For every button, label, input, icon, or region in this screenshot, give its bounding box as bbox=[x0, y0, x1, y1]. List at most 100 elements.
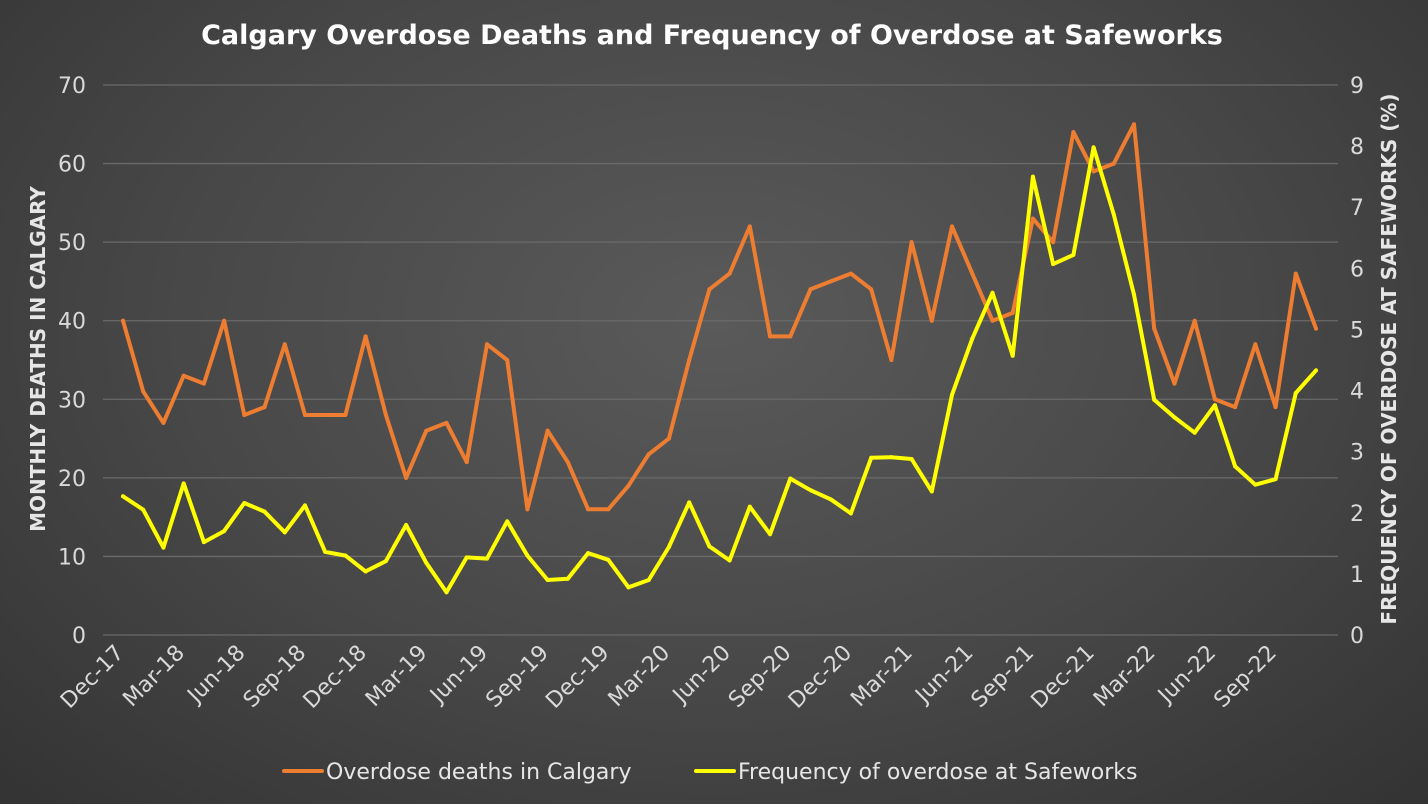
data-point bbox=[970, 336, 975, 341]
x-tick-label: Dec-19 bbox=[541, 641, 614, 714]
data-point bbox=[181, 373, 186, 378]
data-point bbox=[424, 428, 429, 433]
x-tick-label: Jun-18 bbox=[182, 641, 251, 710]
data-point bbox=[1051, 262, 1056, 267]
data-point bbox=[1132, 122, 1137, 127]
data-point bbox=[161, 420, 166, 425]
data-point bbox=[929, 489, 934, 494]
data-point bbox=[747, 224, 752, 229]
right-axis-title: FREQUENCY OF OVERDOSE AT SAFEWORKS (%) bbox=[1377, 93, 1401, 624]
data-point bbox=[727, 271, 732, 276]
data-point bbox=[687, 500, 692, 505]
data-point bbox=[1091, 145, 1096, 150]
right-tick-label: 8 bbox=[1350, 135, 1364, 160]
data-point bbox=[990, 318, 995, 323]
right-tick-label: 4 bbox=[1350, 380, 1364, 405]
legend-label-overdose-deaths: Overdose deaths in Calgary bbox=[326, 760, 631, 785]
data-point bbox=[1111, 212, 1116, 217]
data-point bbox=[646, 452, 651, 457]
gridlines bbox=[103, 84, 1338, 636]
legend-label-safeworks-frequency: Frequency of overdose at Safeworks bbox=[738, 760, 1137, 785]
data-point bbox=[161, 545, 166, 550]
x-tick-label: Sep-19 bbox=[481, 641, 553, 713]
data-point bbox=[768, 532, 773, 537]
data-point bbox=[1253, 342, 1258, 347]
data-point bbox=[828, 497, 833, 502]
data-point bbox=[242, 413, 247, 417]
data-point bbox=[727, 558, 732, 563]
data-point bbox=[869, 455, 874, 460]
data-point bbox=[909, 457, 914, 461]
right-tick-label: 7 bbox=[1350, 196, 1364, 221]
data-point bbox=[666, 545, 671, 549]
data-point bbox=[484, 342, 489, 347]
data-point bbox=[1273, 405, 1278, 410]
x-tick-label: Dec-17 bbox=[56, 641, 129, 714]
data-point bbox=[141, 389, 146, 394]
data-point bbox=[646, 578, 651, 582]
x-tick-label: Dec-18 bbox=[299, 641, 372, 714]
data-point bbox=[1071, 130, 1076, 135]
data-point bbox=[1192, 430, 1197, 435]
data-point bbox=[565, 460, 570, 465]
data-point bbox=[768, 334, 773, 339]
data-point bbox=[788, 476, 793, 481]
data-point bbox=[201, 540, 206, 545]
right-axis-ticks: 0 1 2 3 4 5 6 7 8 9 bbox=[1350, 74, 1364, 649]
left-tick-label: 0 bbox=[72, 624, 86, 649]
data-point bbox=[363, 334, 368, 339]
data-point bbox=[586, 507, 591, 512]
x-axis-ticks: Dec-17Mar-18Jun-18Sep-18Dec-18Mar-19Jun-… bbox=[56, 641, 1282, 714]
data-point bbox=[970, 271, 975, 276]
data-point bbox=[424, 560, 429, 565]
x-tick-label: Sep-21 bbox=[967, 641, 1039, 713]
data-point bbox=[1071, 252, 1076, 257]
data-point bbox=[1192, 318, 1197, 323]
left-tick-label: 30 bbox=[58, 388, 86, 413]
data-point bbox=[666, 436, 671, 441]
data-point bbox=[788, 334, 793, 339]
x-tick-label: Jun-20 bbox=[667, 641, 736, 710]
data-point bbox=[707, 544, 712, 549]
data-point bbox=[262, 509, 267, 514]
left-tick-label: 50 bbox=[58, 231, 86, 256]
x-tick-label: Mar-18 bbox=[118, 641, 189, 712]
data-point bbox=[505, 358, 510, 362]
data-point bbox=[484, 556, 489, 561]
right-tick-label: 9 bbox=[1350, 74, 1364, 99]
x-tick-label: Mar-21 bbox=[846, 641, 917, 712]
x-tick-label: Jun-22 bbox=[1152, 641, 1221, 710]
data-point bbox=[383, 413, 388, 417]
data-point bbox=[464, 555, 469, 560]
data-point bbox=[747, 504, 752, 509]
data-point bbox=[1111, 161, 1116, 166]
data-point bbox=[1051, 240, 1056, 245]
data-point bbox=[565, 576, 570, 581]
data-point bbox=[242, 501, 247, 505]
data-point bbox=[121, 494, 125, 499]
data-point bbox=[869, 287, 874, 292]
right-tick-label: 2 bbox=[1350, 502, 1364, 527]
data-point bbox=[141, 507, 146, 512]
data-point bbox=[262, 405, 267, 410]
x-tick-label: Mar-19 bbox=[361, 641, 432, 712]
data-point bbox=[828, 279, 833, 284]
points-safeworks-frequency bbox=[121, 145, 1318, 595]
data-point bbox=[1212, 397, 1217, 402]
data-point bbox=[444, 420, 449, 425]
legend: Overdose deaths in Calgary Frequency of … bbox=[282, 760, 1137, 785]
data-point bbox=[1030, 216, 1035, 221]
data-point bbox=[1010, 353, 1015, 358]
x-tick-label: Jun-19 bbox=[424, 641, 493, 710]
x-tick-label: Mar-22 bbox=[1089, 641, 1160, 712]
data-point bbox=[1273, 477, 1278, 482]
data-point bbox=[1172, 415, 1177, 420]
data-point bbox=[323, 413, 328, 417]
series-line-overdose-deaths bbox=[121, 122, 1318, 512]
x-tick-label: Sep-20 bbox=[724, 641, 796, 713]
data-point bbox=[302, 413, 307, 417]
x-tick-label: Jun-21 bbox=[910, 641, 979, 710]
data-point bbox=[201, 381, 206, 386]
